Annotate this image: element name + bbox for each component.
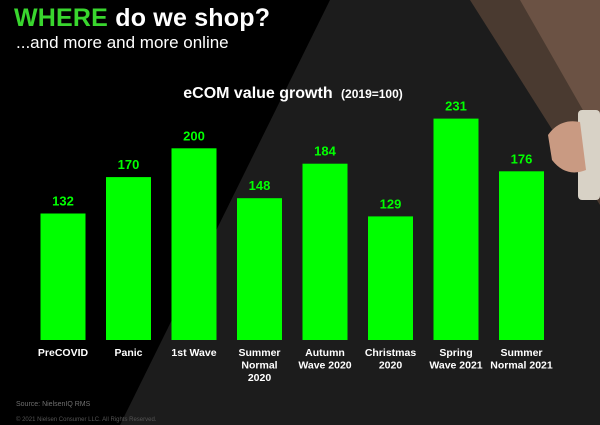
category-label: Summer Normal 2021 <box>490 347 553 372</box>
value-label: 184 <box>314 144 336 159</box>
value-label: 231 <box>445 99 467 114</box>
value-label: 148 <box>249 178 271 193</box>
bar <box>499 171 544 340</box>
category-label-line: Normal 2021 <box>490 360 553 372</box>
bar <box>40 213 86 340</box>
category-label-line: Wave 2020 <box>298 360 351 372</box>
category-label-line: 2020 <box>379 360 403 372</box>
category-label-line: Autumn <box>305 347 345 359</box>
category-label-line: Spring <box>439 347 472 359</box>
category-label: Autumn Wave 2020 <box>298 347 351 372</box>
chart-title: eCOM value growth (2019=100) <box>183 85 403 102</box>
category-label: Spring Wave 2021 <box>429 347 482 372</box>
bar <box>237 198 282 340</box>
category-label-line: 1st Wave <box>171 347 216 359</box>
phone-edge <box>578 110 600 200</box>
value-label: 176 <box>511 151 533 166</box>
value-label: 129 <box>380 196 402 211</box>
category-label-line: Normal <box>241 360 277 372</box>
bar <box>106 177 151 340</box>
bar <box>368 216 413 340</box>
bars <box>40 118 544 340</box>
category-label-line: Christmas <box>365 347 417 359</box>
category-label-line: Summer <box>238 347 280 359</box>
chart-title-suffix: (2019=100) <box>341 87 403 101</box>
bar <box>171 148 217 340</box>
category-label: 1st Wave <box>171 347 216 359</box>
chart-title-main: eCOM value growth <box>183 85 332 102</box>
category-label-line: Summer <box>500 347 542 359</box>
category-label-line: Panic <box>114 347 142 359</box>
value-label: 170 <box>118 157 140 172</box>
source-note: Source: NielsenIQ RMS <box>16 401 91 408</box>
value-labels: 132 170 200 148 184 129 231 176 <box>52 99 532 212</box>
page-subtitle: ...and more and more online <box>16 33 229 52</box>
category-label: Christmas 2020 <box>365 347 417 372</box>
page-title-accent: WHERE <box>14 4 109 32</box>
category-label-line: Wave 2021 <box>429 360 482 372</box>
photo-shade <box>520 0 600 140</box>
category-label-line: 2020 <box>248 372 272 384</box>
category-labels: PreCOVID Panic 1st Wave Summer Normal 2020Aut… <box>38 347 553 384</box>
page-title-rest: do we shop? <box>115 4 271 32</box>
copyright-note: © 2021 Nielsen Consumer LLC. All Rights … <box>16 417 157 423</box>
category-label: Summer Normal 2020 <box>238 347 280 384</box>
category-label: Panic <box>114 347 142 359</box>
page-title: WHERE do we shop? <box>14 4 270 33</box>
value-label: 200 <box>183 128 205 143</box>
hand-shape <box>548 121 586 173</box>
bar <box>302 163 348 340</box>
value-label: 132 <box>52 194 74 209</box>
bar <box>433 118 479 340</box>
category-label: PreCOVID <box>38 347 89 359</box>
category-label-line: PreCOVID <box>38 347 89 359</box>
